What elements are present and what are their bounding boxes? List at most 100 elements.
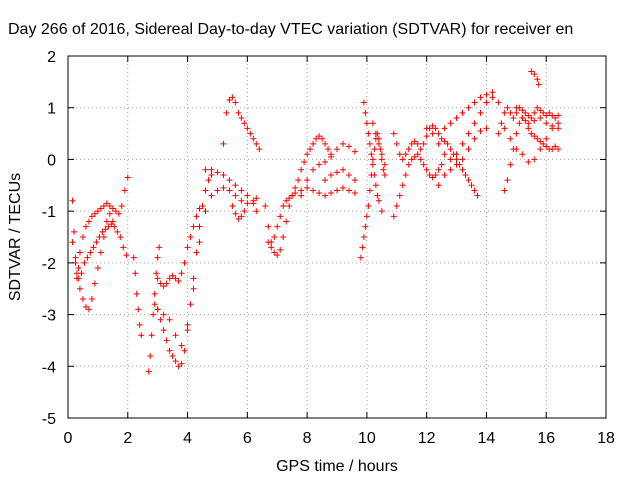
data-point — [393, 140, 400, 147]
data-point — [371, 171, 378, 178]
data-point — [169, 272, 176, 279]
data-point — [235, 215, 242, 222]
data-point — [156, 244, 163, 251]
y-tick-labels: -5 -4 -3 -2 -1 0 1 2 — [42, 49, 56, 428]
data-point — [528, 115, 535, 122]
data-point — [310, 166, 317, 173]
data-point — [531, 109, 538, 116]
data-point — [298, 192, 305, 199]
data-point — [522, 109, 529, 116]
data-point — [465, 104, 472, 111]
data-point — [510, 115, 517, 122]
data-point — [103, 200, 110, 207]
data-point — [187, 234, 194, 240]
data-point — [402, 171, 409, 178]
data-point — [76, 285, 83, 292]
data-point — [244, 125, 251, 132]
data-point — [163, 337, 170, 344]
data-point — [328, 153, 335, 160]
data-point — [124, 174, 131, 181]
data-point — [150, 311, 157, 318]
data-point — [543, 112, 550, 119]
data-point — [262, 202, 269, 209]
x-tick-label: 8 — [303, 430, 312, 447]
data-point — [135, 306, 142, 313]
data-point — [501, 125, 508, 132]
data-point — [298, 166, 305, 173]
data-point — [516, 120, 523, 127]
data-point — [109, 205, 116, 212]
data-point — [405, 161, 412, 168]
data-point — [555, 146, 562, 153]
data-point — [253, 208, 260, 215]
data-point — [148, 332, 155, 339]
data-point — [226, 96, 233, 103]
data-point — [444, 140, 451, 147]
data-point — [477, 94, 484, 101]
data-point — [334, 169, 340, 176]
data-point — [459, 109, 466, 116]
data-point — [540, 109, 547, 116]
data-point — [372, 130, 379, 137]
data-point — [471, 120, 478, 127]
data-point — [519, 115, 526, 122]
data-point — [253, 195, 260, 202]
y-tick-label: 0 — [47, 152, 56, 169]
data-point — [408, 156, 415, 163]
data-point — [535, 81, 542, 88]
data-point — [94, 208, 101, 215]
data-point — [271, 249, 278, 256]
data-point — [369, 120, 376, 127]
y-tick-label: -2 — [42, 256, 56, 273]
data-point — [115, 210, 122, 217]
data-point — [138, 332, 145, 339]
data-point — [363, 213, 370, 220]
data-point — [365, 130, 372, 137]
data-point — [447, 156, 454, 163]
data-point — [175, 363, 182, 370]
data-point — [280, 202, 287, 209]
data-point — [310, 140, 317, 147]
data-point — [441, 151, 448, 158]
data-point — [322, 140, 329, 147]
data-point — [513, 109, 520, 116]
x-tick-label: 14 — [478, 430, 496, 447]
data-point — [289, 192, 296, 199]
data-point — [417, 146, 424, 153]
x-tick-labels: 0 2 4 6 8 10 12 14 16 18 — [64, 430, 615, 447]
data-point — [283, 218, 290, 225]
data-point — [87, 249, 94, 256]
data-point — [465, 146, 472, 153]
data-point — [78, 270, 85, 277]
data-point — [160, 283, 167, 290]
data-point — [172, 332, 179, 339]
data-point — [298, 187, 305, 194]
data-point — [223, 109, 230, 116]
data-point — [181, 347, 188, 354]
data-point — [316, 133, 323, 140]
data-point — [313, 135, 320, 142]
data-point — [93, 239, 100, 246]
data-point — [549, 112, 556, 119]
data-point — [471, 135, 478, 142]
data-point — [378, 151, 385, 158]
data-point — [417, 156, 424, 163]
data-point — [435, 140, 442, 147]
data-point — [380, 166, 387, 173]
data-point — [423, 133, 430, 140]
data-point — [453, 115, 460, 122]
data-point — [316, 161, 323, 168]
data-point — [468, 182, 475, 189]
y-tick-label: -4 — [42, 359, 56, 376]
data-point — [130, 254, 137, 261]
data-point — [471, 99, 478, 106]
data-point — [495, 99, 502, 106]
data-point — [132, 270, 139, 277]
data-point — [79, 296, 86, 303]
data-point — [483, 91, 490, 98]
data-point — [339, 166, 346, 173]
data-point — [196, 223, 203, 230]
data-point — [513, 104, 520, 111]
data-point — [235, 109, 242, 116]
data-point — [377, 146, 384, 153]
